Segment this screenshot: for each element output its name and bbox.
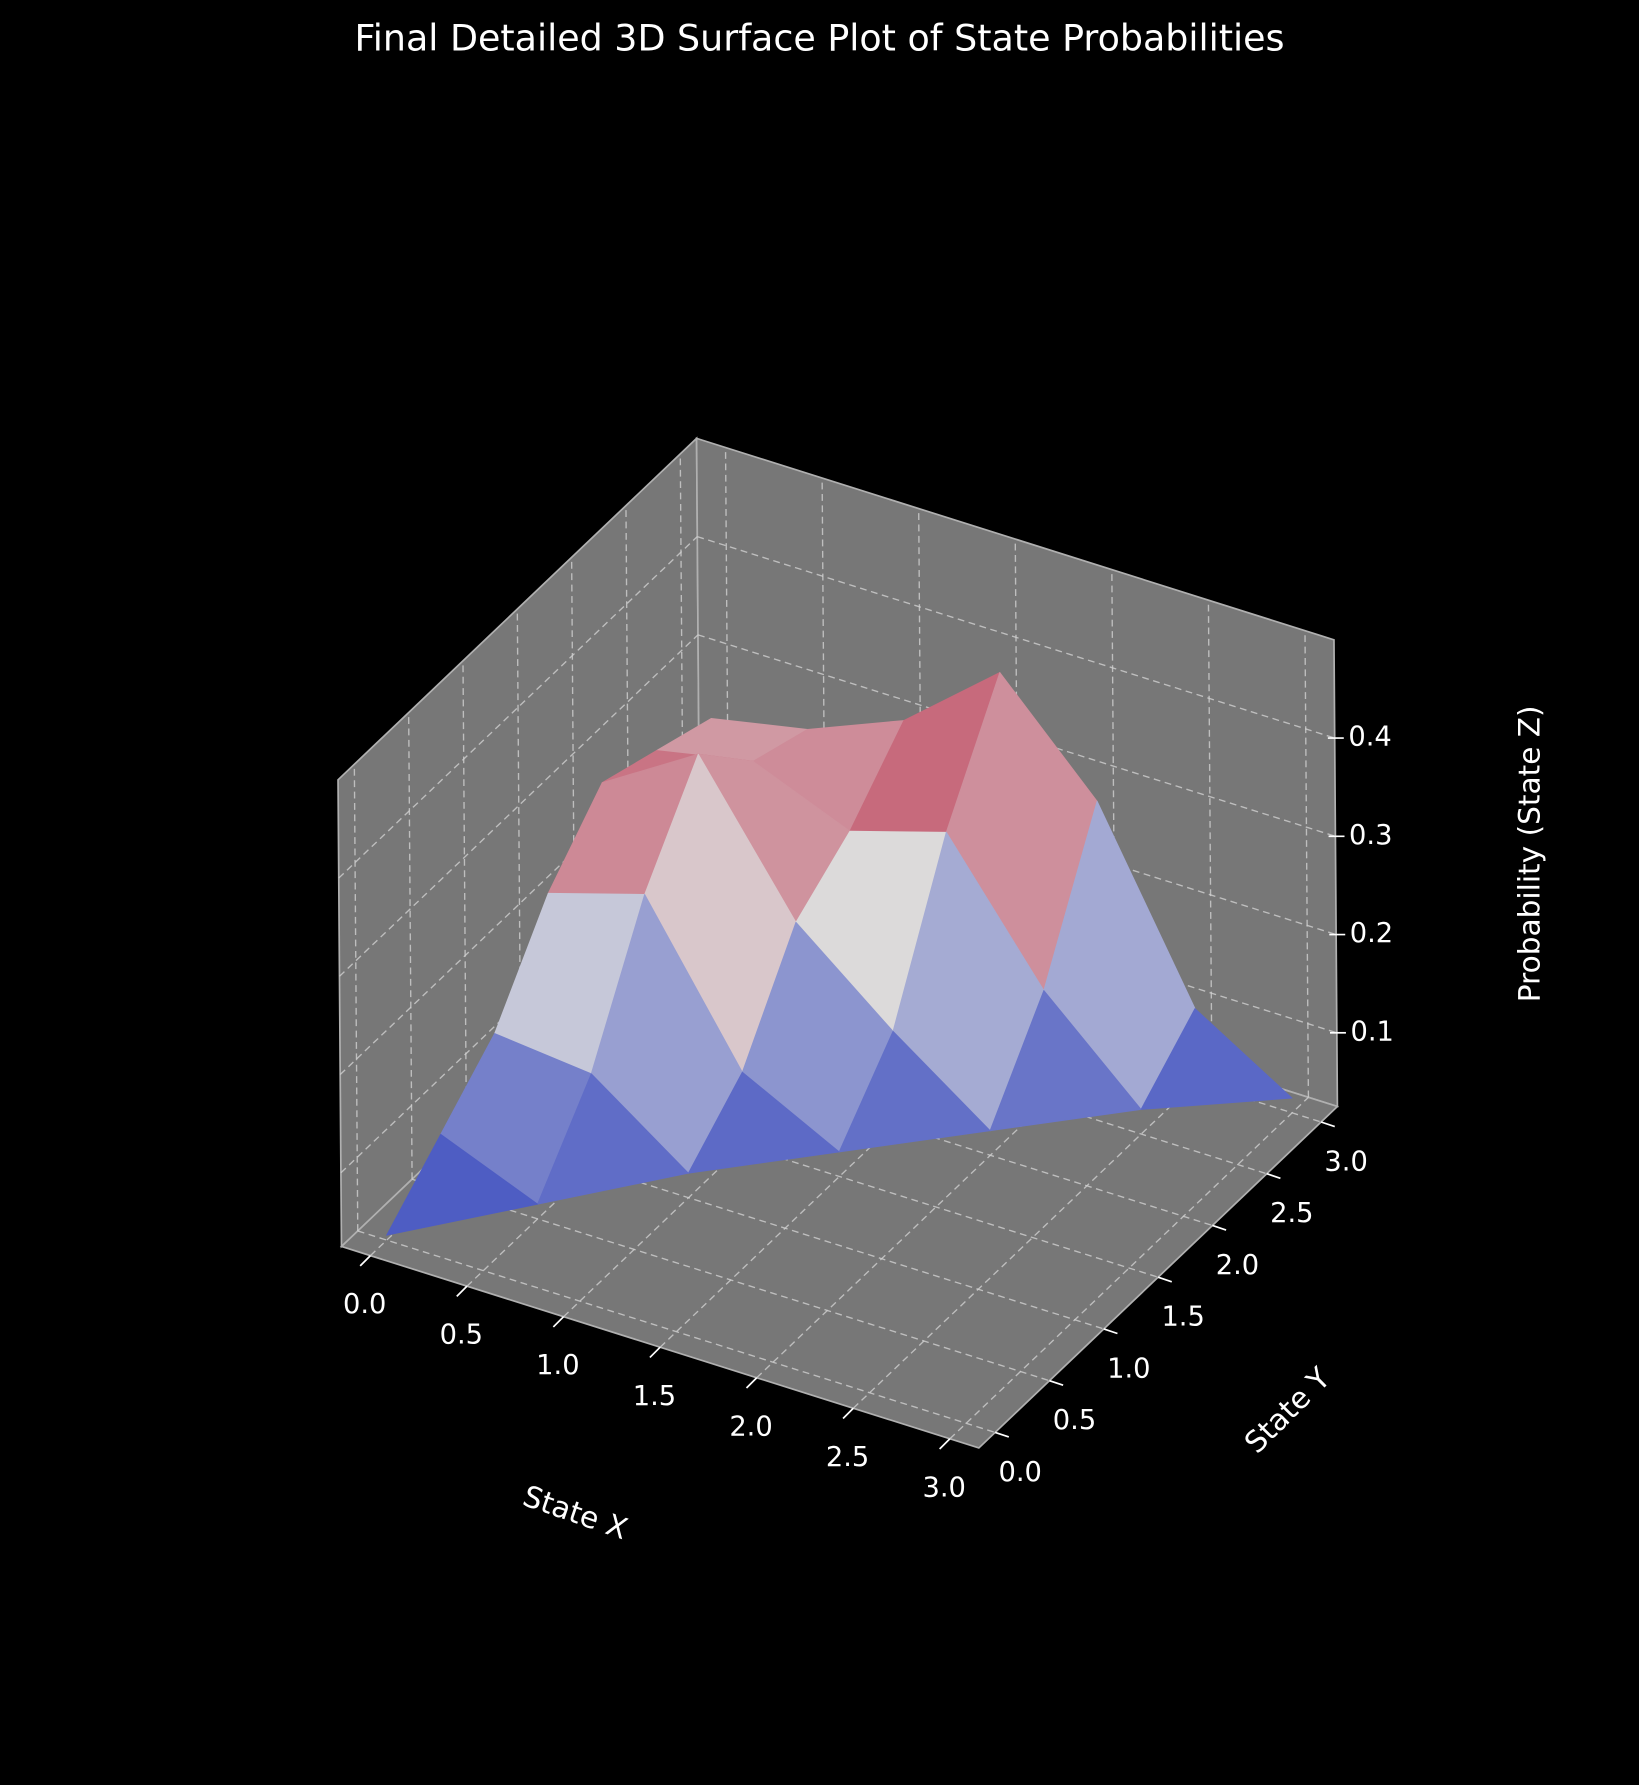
z-tick-label: 0.1 bbox=[1350, 1016, 1393, 1047]
tick-mark bbox=[939, 1438, 951, 1450]
y-tick-label: 3.0 bbox=[1324, 1146, 1367, 1177]
tick-mark bbox=[649, 1346, 661, 1359]
grid-line bbox=[353, 764, 359, 1231]
surface-face bbox=[838, 1030, 991, 1153]
tick-mark bbox=[359, 1255, 372, 1267]
grid-line bbox=[338, 536, 698, 879]
grid-line bbox=[821, 478, 827, 945]
grid-line bbox=[339, 634, 699, 977]
grid-line bbox=[520, 1075, 1159, 1278]
y-tick-label: 2.5 bbox=[1270, 1198, 1313, 1229]
z-tick-label: 0.2 bbox=[1350, 918, 1393, 949]
surface-face bbox=[989, 990, 1142, 1132]
tick-mark bbox=[456, 1285, 468, 1298]
grid-line bbox=[1111, 569, 1116, 1037]
grid-line bbox=[852, 1066, 1213, 1409]
grid-line bbox=[570, 557, 576, 1025]
tick-mark bbox=[1157, 1276, 1173, 1283]
x-tick-label: 1.0 bbox=[536, 1350, 579, 1381]
z-axis-label: Probability (State Z) bbox=[1512, 705, 1546, 1002]
grid-line bbox=[679, 453, 685, 921]
surface-face bbox=[386, 1133, 539, 1236]
tick-mark bbox=[842, 1407, 854, 1420]
tick-mark bbox=[745, 1377, 758, 1389]
grid-line bbox=[357, 1230, 996, 1434]
tick-mark bbox=[1266, 1172, 1281, 1180]
grid-line bbox=[697, 535, 1335, 739]
y-tick-label: 0.5 bbox=[1053, 1405, 1096, 1436]
x-tick-label: 3.0 bbox=[922, 1472, 965, 1503]
y-tick-label: 2.0 bbox=[1216, 1250, 1259, 1281]
grid-line bbox=[462, 660, 468, 1128]
grid-line bbox=[1207, 600, 1213, 1067]
y-tick-label: 0.0 bbox=[998, 1457, 1041, 1488]
x-tick-label: 0.5 bbox=[440, 1320, 483, 1351]
x-tick-label: 1.5 bbox=[633, 1381, 676, 1412]
chart-title: Final Detailed 3D Surface Plot of State … bbox=[354, 16, 1284, 59]
tick-mark bbox=[1049, 1379, 1064, 1387]
x-tick-label: 2.5 bbox=[826, 1442, 869, 1473]
ticks: 0.0 0.5 1.0 1.5 2.0 2.5 3.0 0.0 0.5 1.0 1.5 2.0 2.5 3… bbox=[343, 722, 1394, 1504]
surface-face bbox=[537, 1073, 689, 1205]
tick-mark bbox=[1212, 1224, 1227, 1231]
surface-face bbox=[687, 1071, 840, 1174]
surface bbox=[386, 672, 1293, 1236]
tick-mark bbox=[994, 1431, 1010, 1438]
grid-line bbox=[724, 447, 730, 915]
surface-face bbox=[1140, 1008, 1293, 1110]
y-tick-label: 1.5 bbox=[1161, 1302, 1204, 1333]
tick-mark bbox=[1103, 1328, 1118, 1335]
tick-mark bbox=[1320, 1121, 1336, 1128]
y-tick-label: 1.0 bbox=[1107, 1353, 1150, 1384]
z-tick-label: 0.3 bbox=[1349, 820, 1392, 851]
grid-line bbox=[625, 505, 631, 973]
grid-line bbox=[411, 1178, 1050, 1382]
z-tick-label: 0.4 bbox=[1348, 722, 1391, 753]
grid-line bbox=[949, 1096, 1309, 1440]
grid-line bbox=[516, 609, 522, 1076]
grid-line bbox=[1304, 630, 1310, 1098]
grid-line bbox=[407, 712, 413, 1180]
x-tick-label: 0.0 bbox=[343, 1289, 386, 1320]
tick-mark bbox=[552, 1316, 565, 1328]
grid-line bbox=[466, 1126, 1104, 1330]
x-tick-label: 2.0 bbox=[729, 1411, 772, 1442]
